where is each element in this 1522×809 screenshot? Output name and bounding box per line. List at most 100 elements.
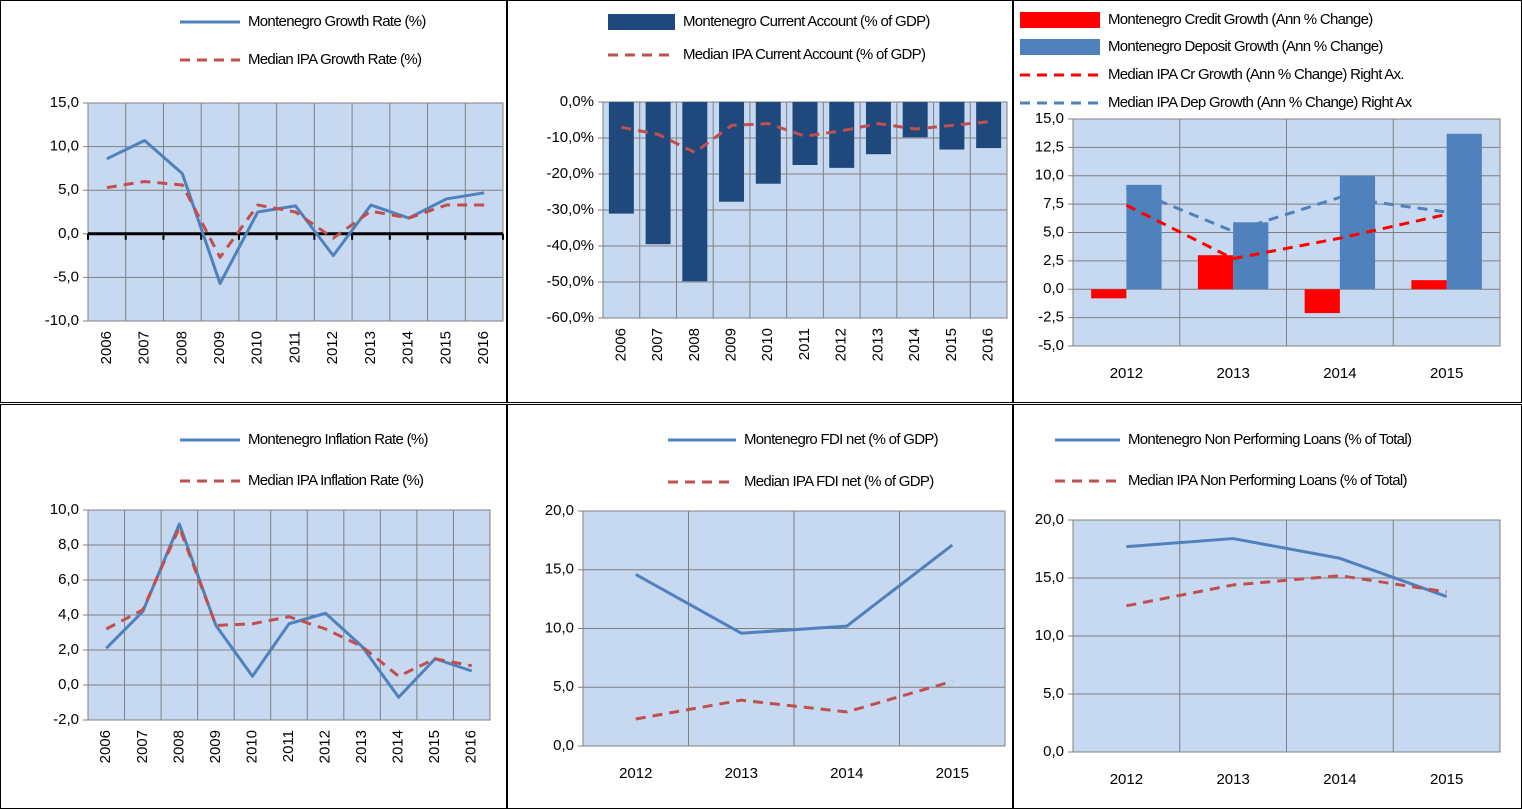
x-tick-label: 2012 <box>1110 365 1143 382</box>
x-tick-label: 2014 <box>1323 771 1356 788</box>
x-tick-label: 2016 <box>980 328 997 361</box>
legend-label: Montenegro Current Account (% of GDP) <box>683 13 930 30</box>
legend-swatch <box>1020 39 1100 55</box>
y-tick-label: 6,0 <box>58 571 79 588</box>
y-tick-label: 0,0 <box>1043 280 1064 297</box>
y-tick-label: -20,0% <box>546 165 594 182</box>
x-tick-label: 2009 <box>207 730 224 763</box>
series-line <box>621 120 989 154</box>
bar <box>1304 289 1340 314</box>
x-tick-label: 2011 <box>280 730 297 762</box>
bar <box>1126 184 1162 290</box>
y-tick-label: 2,0 <box>58 641 79 658</box>
bar <box>1411 280 1447 290</box>
x-tick-label: 2011 <box>796 328 813 360</box>
x-tick-label: 2011 <box>286 331 303 363</box>
x-tick-label: 2015 <box>936 765 969 782</box>
x-tick-label: 2006 <box>97 730 114 763</box>
series-line <box>1125 185 1447 233</box>
legend-label: Median IPA FDI net (% of GDP) <box>744 473 934 490</box>
legend-label: Median IPA Inflation Rate (%) <box>248 472 424 489</box>
y-tick-label: 0,0 <box>1043 743 1064 760</box>
bar <box>1197 255 1234 290</box>
legend-label: Montenegro Credit Growth (Ann % Change) <box>1108 11 1373 28</box>
y-tick-label: 7,5 <box>1043 195 1064 212</box>
bar <box>976 102 1002 149</box>
y-tick-label: 15,0 <box>1035 110 1064 127</box>
x-tick-label: 2012 <box>619 765 652 782</box>
y-tick-label: 10,0 <box>1035 167 1064 184</box>
series-line <box>106 138 485 286</box>
y-tick-label: 0,0 <box>58 225 79 242</box>
y-tick-label: 10,0 <box>545 619 574 636</box>
x-tick-label: 2015 <box>437 331 454 364</box>
x-tick-label: 2008 <box>173 331 190 364</box>
y-tick-label: 5,0 <box>1043 223 1064 240</box>
y-tick-label: -40,0% <box>546 237 594 254</box>
x-tick-label: 2013 <box>1216 365 1249 382</box>
series-line <box>1126 537 1448 598</box>
y-tick-label: 5,0 <box>1043 685 1064 702</box>
x-tick-label: 2010 <box>243 730 260 763</box>
x-tick-label: 2013 <box>869 328 886 361</box>
y-tick-label: -5,0 <box>1038 337 1064 354</box>
legend-label: Montenegro Deposit Growth (Ann % Change) <box>1108 38 1383 55</box>
x-tick-label: 2012 <box>1110 771 1143 788</box>
legend-label: Median IPA Dep Growth (Ann % Change) Rig… <box>1108 94 1413 111</box>
bar <box>1446 133 1482 290</box>
x-tick-label: 2013 <box>362 331 379 364</box>
y-tick-label: 10,0 <box>50 138 79 155</box>
x-tick-label: 2015 <box>426 730 443 763</box>
y-tick-label: 10,0 <box>50 501 79 518</box>
bar <box>829 102 855 168</box>
legend-label: Montenegro Inflation Rate (%) <box>248 431 429 448</box>
bar <box>608 102 634 214</box>
x-tick-label: 2013 <box>1216 771 1249 788</box>
y-tick-label: -60,0% <box>546 309 594 326</box>
y-tick-label: 15,0 <box>1035 569 1064 586</box>
x-tick-label: 2013 <box>725 765 758 782</box>
legend-label: Montenegro Non Performing Loans (% of To… <box>1128 431 1412 448</box>
y-tick-label: 15,0 <box>545 561 574 578</box>
series-line <box>1125 203 1447 261</box>
x-tick-label: 2014 <box>906 328 923 361</box>
x-tick-label: 2012 <box>324 331 341 364</box>
x-tick-label: 2006 <box>98 331 115 364</box>
y-tick-label: 0,0 <box>553 737 574 754</box>
y-tick-label: 15,0 <box>50 94 79 111</box>
y-tick-label: 8,0 <box>58 536 79 553</box>
y-tick-label: 0,0 <box>58 676 79 693</box>
y-tick-label: 2,5 <box>1043 252 1064 269</box>
x-tick-label: 2010 <box>249 331 266 364</box>
x-tick-label: 2009 <box>211 331 228 364</box>
x-tick-label: 2014 <box>1323 365 1356 382</box>
x-tick-label: 2012 <box>833 328 850 361</box>
x-tick-label: 2015 <box>1430 771 1463 788</box>
x-tick-label: 2008 <box>170 730 187 763</box>
x-tick-label: 2014 <box>400 331 417 364</box>
x-tick-label: 2008 <box>686 328 703 361</box>
x-tick-label: 2015 <box>1430 365 1463 382</box>
y-tick-label: -2,0 <box>53 711 79 728</box>
legend-label: Median IPA Non Performing Loans (% of To… <box>1128 472 1408 489</box>
legend-label: Montenegro Growth Rate (%) <box>248 13 426 30</box>
x-tick-label: 2006 <box>612 328 629 361</box>
y-tick-label: 5,0 <box>553 678 574 695</box>
x-tick-label: 2012 <box>317 730 334 763</box>
series-line <box>105 526 473 678</box>
x-tick-label: 2007 <box>649 328 666 361</box>
x-tick-label: 2016 <box>475 331 492 364</box>
bar <box>645 102 671 245</box>
legend-label: Median IPA Cr Growth (Ann % Change) Righ… <box>1108 66 1404 83</box>
x-tick-label: 2010 <box>759 328 776 361</box>
y-tick-label: -5,0 <box>53 268 79 285</box>
series-line <box>635 543 954 635</box>
bar <box>865 102 891 155</box>
series-line <box>1126 574 1447 608</box>
y-tick-label: -30,0% <box>546 201 594 218</box>
bar <box>682 102 708 282</box>
y-tick-label: 10,0 <box>1035 627 1064 644</box>
legend-label: Median IPA Growth Rate (%) <box>248 51 422 68</box>
legend-swatch <box>1020 12 1100 28</box>
y-tick-label: 0,0% <box>560 93 594 110</box>
